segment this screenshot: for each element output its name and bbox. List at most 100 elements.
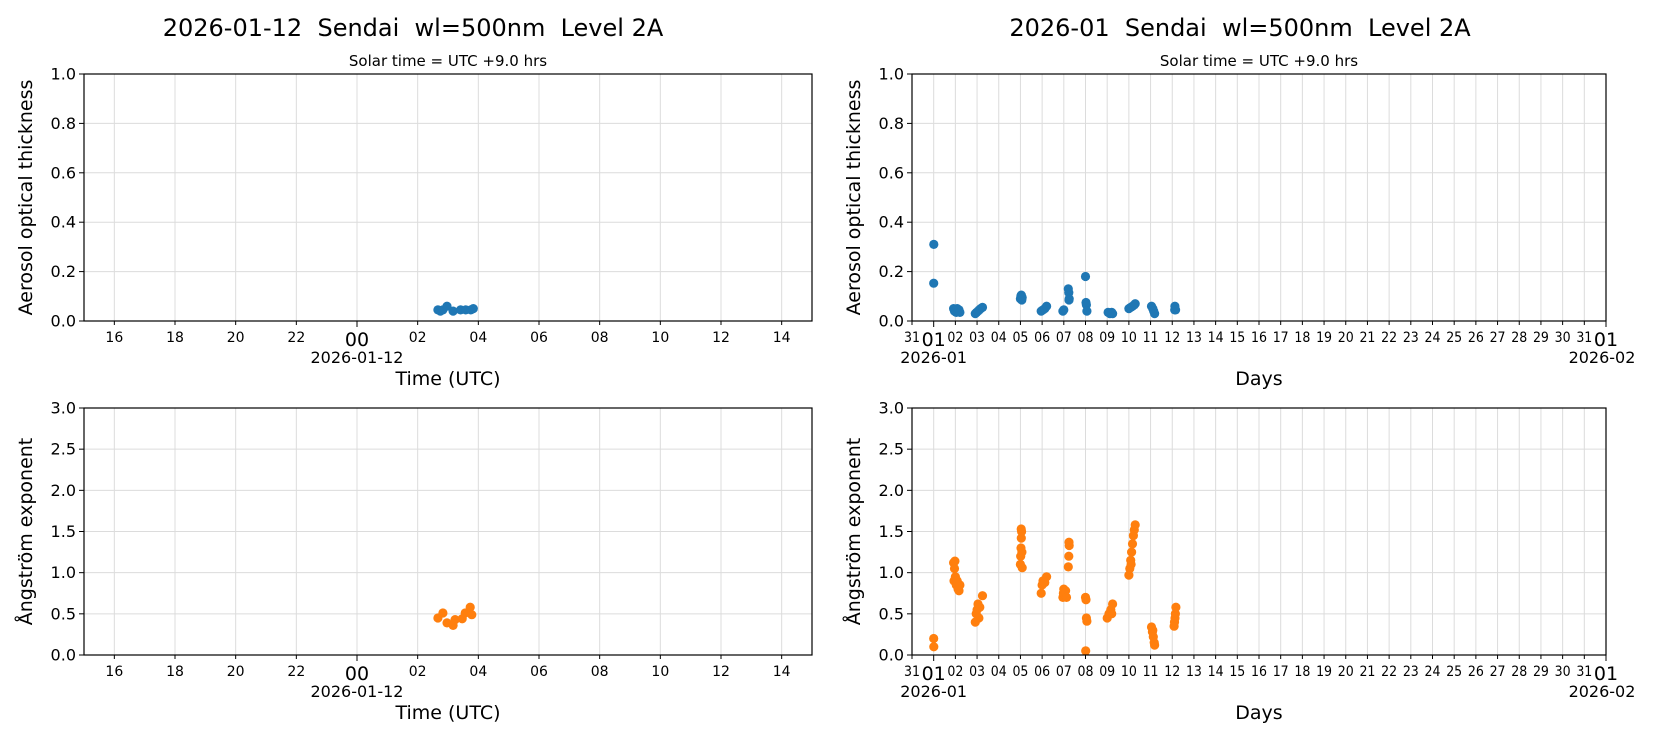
y-tick-label: 1.5: [51, 522, 76, 541]
data-point: [1080, 271, 1091, 282]
data-point: [1017, 547, 1027, 557]
y-tick-label: 0.0: [51, 312, 76, 331]
x-tick-label: 10: [1121, 330, 1137, 346]
y-axis-label: Ångström exponent: [14, 438, 37, 626]
data-point: [1130, 299, 1140, 309]
x-tick-label: 21: [1359, 330, 1375, 346]
y-tick-label: 0.6: [51, 163, 76, 182]
data-point: [448, 306, 458, 316]
y-tick-label: 0.0: [879, 312, 904, 331]
y-tick-label: 0.8: [51, 114, 76, 133]
x-tick-label: 16: [1251, 664, 1267, 680]
x-tick-label: 17: [1273, 664, 1289, 680]
x-date-label: 2026-02: [1569, 348, 1636, 367]
x-tick-label: 07: [1056, 330, 1072, 346]
x-tick-label: 20: [227, 330, 245, 346]
data-point: [929, 633, 939, 644]
x-date-label: 2026-01: [900, 348, 967, 367]
y-tick-label: 0.2: [879, 262, 904, 281]
data-point: [1171, 305, 1181, 315]
x-tick-label: 04: [469, 330, 487, 346]
data-point: [1127, 547, 1137, 557]
data-point: [1150, 309, 1160, 319]
x-tick-label: 31: [904, 664, 920, 680]
data-point: [1171, 602, 1181, 612]
x-tick-label: 03: [969, 664, 985, 680]
x-tick-label: 16: [105, 664, 123, 680]
data-point: [450, 615, 460, 625]
axes-frame: [83, 73, 813, 322]
x-tick-label: 18: [1294, 330, 1310, 346]
data-point: [1082, 616, 1092, 626]
x-tick-label: 27: [1490, 664, 1506, 680]
x-axis-label: Days: [1235, 702, 1282, 724]
data-point: [955, 580, 965, 590]
y-tick-label: 1.0: [879, 65, 904, 84]
data-point: [949, 563, 960, 574]
right-title: 2026-01 Sendai wl=500nm Level 2A: [1009, 14, 1471, 42]
x-tick-label: 14: [773, 664, 791, 680]
left-subtitle: Solar time = UTC +9.0 hrs: [349, 52, 547, 70]
data-point: [1148, 625, 1158, 635]
data-point: [1017, 526, 1027, 537]
x-tick-label: 02: [947, 330, 963, 346]
x-tick-label: 17: [1273, 330, 1289, 346]
data-point: [975, 602, 985, 612]
data-point: [1042, 301, 1052, 311]
x-tick-label: 08: [591, 664, 609, 680]
angstrom-daily-plot: 0.0 0.5 1.0 1.5 2.0 2.5 3.0 16 18 20 22 00 02 04 06 08 1…: [14, 399, 813, 724]
x-tick-label: 11: [1143, 330, 1159, 346]
y-tick-label: 0.6: [879, 163, 904, 182]
y-axis-label: Ångström exponent: [842, 438, 865, 626]
x-tick-label: 19: [1316, 330, 1332, 346]
data-point: [1017, 292, 1027, 303]
y-tick-label: 1.0: [879, 563, 904, 582]
x-tick-label: 30: [1555, 330, 1571, 346]
y-tick-label: 0.4: [879, 213, 904, 232]
x-tick-label: 00: [345, 329, 369, 351]
x-tick-label: 31: [1576, 664, 1592, 680]
x-tick-label: 14: [773, 330, 791, 346]
x-tick-label: 05: [1012, 330, 1028, 346]
x-tick-label: 10: [651, 664, 669, 680]
x-tick-label: 12: [1164, 330, 1180, 346]
x-tick-label: 06: [530, 330, 548, 346]
x-tick-label: 01: [922, 663, 946, 685]
x-tick-label: 10: [651, 330, 669, 346]
right-subtitle: Solar time = UTC +9.0 hrs: [1160, 52, 1358, 70]
x-tick-label: 22: [287, 330, 305, 346]
x-tick-label: 01: [922, 329, 946, 351]
x-tick-label: 31: [1576, 330, 1592, 346]
x-tick-label: 25: [1446, 664, 1462, 680]
data-point: [1017, 563, 1027, 573]
data-point: [977, 591, 988, 601]
x-date-label: 2026-01: [900, 682, 967, 701]
x-tick-label: 15: [1229, 330, 1245, 346]
x-tick-label: 01: [1594, 663, 1618, 685]
x-tick-label: 06: [1034, 664, 1050, 680]
y-tick-label: 0.0: [879, 646, 904, 665]
data-point: [974, 613, 984, 623]
data-point: [442, 301, 452, 311]
x-tick-label: 27: [1490, 330, 1506, 346]
data-point: [1042, 572, 1052, 582]
x-tick-label: 22: [1381, 330, 1397, 346]
x-tick-label: 08: [1078, 664, 1094, 680]
data-point: [929, 642, 939, 652]
data-point: [1081, 595, 1091, 605]
data-point: [467, 610, 477, 620]
data-point: [1081, 646, 1091, 656]
x-tick-label: 14: [1208, 330, 1224, 346]
y-tick-label: 3.0: [51, 399, 76, 418]
y-tick-label: 0.5: [879, 604, 904, 623]
y-tick-label: 2.5: [51, 440, 76, 459]
x-tick-label: 14: [1208, 664, 1224, 680]
x-date-label: 2026-02: [1569, 682, 1636, 701]
x-axis-label: Time (UTC): [394, 368, 500, 390]
data-point: [1063, 562, 1073, 572]
data-point: [1108, 309, 1118, 319]
y-tick-label: 0.5: [51, 604, 76, 623]
x-tick-label: 31: [904, 330, 920, 346]
data-point: [950, 556, 960, 566]
